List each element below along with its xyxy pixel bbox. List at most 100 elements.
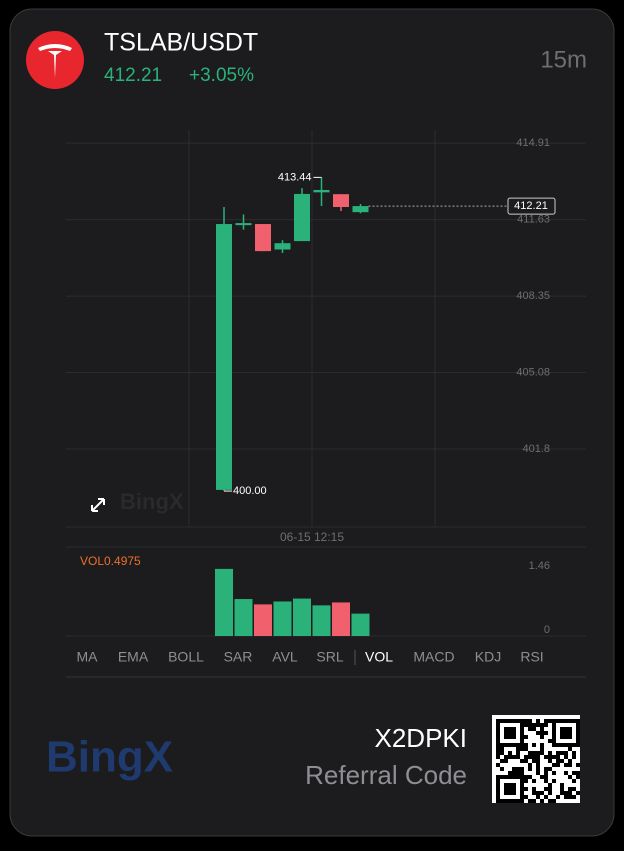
- qr-cell: [524, 759, 528, 763]
- qr-cell: [496, 763, 500, 767]
- qr-cell: [516, 719, 520, 723]
- qr-cell: [576, 727, 580, 731]
- qr-cell: [572, 751, 576, 755]
- tab[interactable]: SAR: [224, 649, 253, 665]
- qr-cell: [496, 747, 500, 751]
- tab[interactable]: RSI: [520, 649, 543, 665]
- qr-cell: [536, 791, 540, 795]
- qr-code: [492, 715, 580, 803]
- tab[interactable]: EMA: [118, 649, 149, 665]
- qr-cell: [520, 731, 524, 735]
- qr-cell: [552, 771, 556, 775]
- brand: BingX: [46, 733, 173, 782]
- volume-bar: [273, 601, 292, 636]
- qr-cell: [568, 735, 572, 739]
- y-tick-label: 414.91: [516, 137, 550, 149]
- volume-bar: [215, 568, 233, 636]
- qr-cell: [576, 719, 580, 723]
- price: 412.21: [104, 65, 162, 86]
- tab[interactable]: KDJ: [475, 649, 501, 665]
- qr-cell: [512, 799, 516, 803]
- qr-cell: [552, 743, 556, 747]
- qr-cell: [532, 727, 536, 731]
- qr-cell: [496, 799, 500, 803]
- qr-cell: [508, 751, 512, 755]
- qr-cell: [540, 743, 544, 747]
- qr-cell: [560, 727, 564, 731]
- qr-cell: [548, 783, 552, 787]
- qr-cell: [572, 795, 576, 799]
- qr-cell: [576, 791, 580, 795]
- tab[interactable]: AVL: [272, 649, 298, 665]
- high-label: 413.44: [278, 171, 312, 183]
- qr-cell: [500, 719, 504, 723]
- qr-cell: [504, 735, 508, 739]
- qr-cell: [568, 775, 572, 779]
- qr-cell: [520, 799, 524, 803]
- interval[interactable]: 15m: [540, 46, 587, 73]
- qr-cell: [512, 771, 516, 775]
- candle-body: [216, 224, 232, 490]
- qr-cell: [496, 791, 500, 795]
- vol-tick-label: 1.46: [529, 560, 550, 572]
- qr-cell: [496, 719, 500, 723]
- qr-cell: [500, 751, 504, 755]
- qr-cell: [520, 723, 524, 727]
- qr-cell: [576, 739, 580, 743]
- qr-cell: [520, 739, 524, 743]
- qr-cell: [564, 743, 568, 747]
- qr-cell: [508, 787, 512, 791]
- tab[interactable]: BOLL: [168, 649, 204, 665]
- qr-cell: [508, 727, 512, 731]
- qr-cell: [496, 795, 500, 799]
- qr-cell: [512, 787, 516, 791]
- qr-cell: [536, 767, 540, 771]
- qr-cell: [508, 791, 512, 795]
- qr-cell: [500, 759, 504, 763]
- qr-cell: [496, 743, 500, 747]
- qr-cell: [532, 751, 536, 755]
- change: +3.05%: [189, 65, 254, 86]
- qr-cell: [532, 787, 536, 791]
- volume-bar: [234, 599, 253, 636]
- qr-cell: [560, 731, 564, 735]
- qr-cell: [496, 775, 500, 779]
- qr-cell: [528, 767, 532, 771]
- qr-cell: [564, 763, 568, 767]
- qr-cell: [556, 763, 560, 767]
- qr-cell: [504, 743, 508, 747]
- qr-cell: [564, 727, 568, 731]
- qr-cell: [520, 775, 524, 779]
- qr-cell: [552, 719, 556, 723]
- candle-body: [274, 243, 291, 250]
- qr-cell: [516, 755, 520, 759]
- qr-cell: [576, 735, 580, 739]
- qr-cell: [564, 795, 568, 799]
- qr-cell: [544, 723, 548, 727]
- qr-cell: [516, 771, 520, 775]
- qr-cell: [552, 731, 556, 735]
- qr-cell: [520, 767, 524, 771]
- qr-cell: [548, 759, 552, 763]
- qr-cell: [548, 755, 552, 759]
- qr-cell: [568, 719, 572, 723]
- qr-cell: [516, 743, 520, 747]
- qr-cell: [564, 771, 568, 775]
- qr-cell: [564, 791, 568, 795]
- logo-mark: [38, 44, 72, 78]
- qr-cell: [532, 799, 536, 803]
- qr-cell: [536, 759, 540, 763]
- qr-cell: [556, 751, 560, 755]
- qr-cell: [544, 755, 548, 759]
- tab[interactable]: MA: [77, 649, 99, 665]
- qr-cell: [548, 799, 552, 803]
- tab[interactable]: SRL: [316, 649, 343, 665]
- qr-cell: [512, 727, 516, 731]
- qr-cell: [576, 775, 580, 779]
- qr-cell: [560, 791, 564, 795]
- qr-cell: [536, 795, 540, 799]
- tab[interactable]: VOL: [365, 649, 393, 665]
- tab[interactable]: MACD: [413, 649, 454, 665]
- expand-icon[interactable]: [91, 498, 105, 512]
- qr-cell: [576, 743, 580, 747]
